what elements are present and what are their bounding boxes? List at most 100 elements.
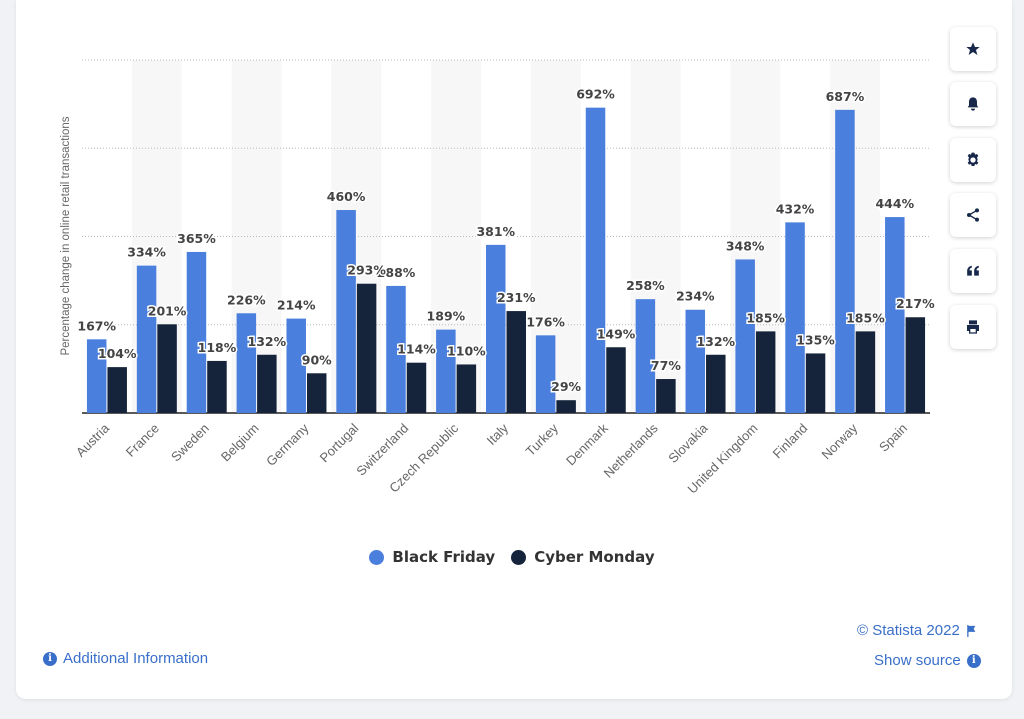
bar-cyber-monday bbox=[356, 283, 377, 413]
info-icon: i bbox=[966, 653, 981, 668]
category-label: Germany bbox=[263, 420, 312, 469]
legend-item-cyber-monday[interactable]: Cyber Monday bbox=[511, 548, 655, 566]
data-label: 114% bbox=[397, 342, 436, 357]
print-icon bbox=[967, 320, 979, 334]
legend-marker bbox=[369, 549, 385, 565]
share-button[interactable] bbox=[950, 193, 996, 237]
bar-black-friday bbox=[885, 217, 905, 413]
additional-information-label: Additional Information bbox=[63, 650, 209, 667]
cite-button[interactable] bbox=[950, 249, 996, 293]
bar-black-friday bbox=[535, 335, 556, 413]
data-label: 90% bbox=[302, 352, 332, 367]
favorite-button[interactable] bbox=[950, 27, 996, 71]
show-source-link[interactable]: Show source i bbox=[874, 652, 981, 669]
data-label: 118% bbox=[198, 340, 237, 355]
data-label: 692% bbox=[576, 87, 615, 102]
bar-black-friday bbox=[436, 329, 456, 413]
additional-information-link[interactable]: i Additional Information bbox=[43, 650, 208, 667]
flag-icon bbox=[966, 624, 976, 637]
category-label: Netherlands bbox=[601, 420, 662, 481]
data-label: 444% bbox=[875, 196, 914, 211]
data-label: 687% bbox=[826, 89, 865, 104]
data-label: 288% bbox=[377, 265, 416, 280]
category-label: Denmark bbox=[563, 420, 611, 468]
settings-button[interactable] bbox=[950, 138, 996, 182]
data-label: 226% bbox=[227, 292, 266, 307]
category-label: Austria bbox=[73, 420, 113, 460]
bar-cyber-monday bbox=[656, 379, 676, 413]
category-label: Finland bbox=[770, 421, 811, 462]
category-label: Slovakia bbox=[665, 420, 711, 466]
category-label: Norway bbox=[819, 420, 861, 462]
bar-black-friday bbox=[585, 107, 606, 413]
bar-cyber-monday bbox=[456, 364, 477, 413]
bar-black-friday bbox=[835, 109, 855, 413]
data-label: 189% bbox=[427, 309, 466, 324]
data-label: 110% bbox=[447, 343, 486, 358]
bar-black-friday bbox=[735, 259, 755, 413]
bar-black-friday bbox=[386, 285, 406, 413]
notification-button[interactable] bbox=[950, 82, 996, 126]
bar-black-friday bbox=[236, 313, 257, 413]
category-label: Turkey bbox=[523, 420, 562, 459]
data-label: 348% bbox=[726, 238, 765, 253]
legend-label: Black Friday bbox=[392, 548, 496, 566]
data-label: 231% bbox=[497, 290, 536, 305]
bar-cyber-monday bbox=[257, 354, 277, 413]
bar-cyber-monday bbox=[157, 324, 177, 413]
data-label: 176% bbox=[526, 314, 565, 329]
y-axis-label: Percentage change in online retail trans… bbox=[60, 116, 72, 355]
category-label: France bbox=[123, 421, 162, 460]
bar-cyber-monday bbox=[406, 362, 427, 413]
data-label: 293% bbox=[347, 263, 386, 278]
category-label: Italy bbox=[484, 420, 512, 448]
print-button[interactable] bbox=[950, 305, 996, 349]
category-label: Belgium bbox=[218, 421, 262, 465]
gear-icon bbox=[967, 152, 979, 166]
bar-black-friday bbox=[286, 318, 306, 413]
bar-black-friday bbox=[635, 299, 656, 413]
bar-black-friday bbox=[685, 309, 706, 413]
category-label: Portugal bbox=[317, 420, 362, 465]
info-icon: i bbox=[43, 651, 57, 666]
data-label: 135% bbox=[796, 332, 835, 347]
data-label: 132% bbox=[248, 334, 287, 349]
bar-black-friday bbox=[136, 265, 157, 413]
copyright-link[interactable]: © Statista 2022 bbox=[857, 622, 977, 639]
bar-black-friday bbox=[86, 339, 107, 413]
bar-black-friday bbox=[486, 244, 506, 413]
data-label: 185% bbox=[746, 310, 785, 325]
copyright-label: © Statista 2022 bbox=[857, 622, 960, 639]
chart-legend: Black Friday Cyber Monday bbox=[0, 548, 1024, 566]
bar-black-friday bbox=[336, 210, 356, 413]
data-label: 132% bbox=[696, 334, 735, 349]
bell-icon bbox=[967, 97, 979, 111]
data-label: 29% bbox=[551, 379, 581, 394]
bar-cyber-monday bbox=[556, 400, 576, 413]
data-label: 381% bbox=[476, 224, 515, 239]
share-icon bbox=[967, 208, 979, 222]
bar-cyber-monday bbox=[107, 367, 127, 413]
bar-cyber-monday bbox=[306, 373, 327, 413]
bar-cyber-monday bbox=[755, 331, 776, 413]
bar-cyber-monday bbox=[506, 311, 526, 413]
legend-marker bbox=[511, 549, 527, 565]
data-label: 258% bbox=[626, 278, 665, 293]
data-label: 460% bbox=[327, 189, 366, 204]
bar-chart: 167% 334% 365% 226% 214% 460% 288% 189% 381% 176%… bbox=[60, 59, 937, 497]
bar-cyber-monday bbox=[805, 353, 826, 413]
quote-icon bbox=[967, 265, 979, 276]
data-label: 149% bbox=[597, 326, 636, 341]
legend-item-black-friday[interactable]: Black Friday bbox=[369, 548, 495, 566]
show-source-label: Show source bbox=[874, 652, 961, 669]
data-label: 167% bbox=[77, 318, 116, 333]
data-label: 234% bbox=[676, 289, 715, 304]
category-label: Sweden bbox=[168, 421, 212, 465]
data-label: 214% bbox=[277, 298, 316, 313]
bar-cyber-monday bbox=[606, 347, 626, 413]
data-label: 217% bbox=[896, 296, 935, 311]
category-label: Spain bbox=[876, 421, 910, 455]
star-icon bbox=[966, 42, 980, 55]
bar-cyber-monday bbox=[855, 331, 876, 413]
data-label: 334% bbox=[127, 245, 166, 260]
